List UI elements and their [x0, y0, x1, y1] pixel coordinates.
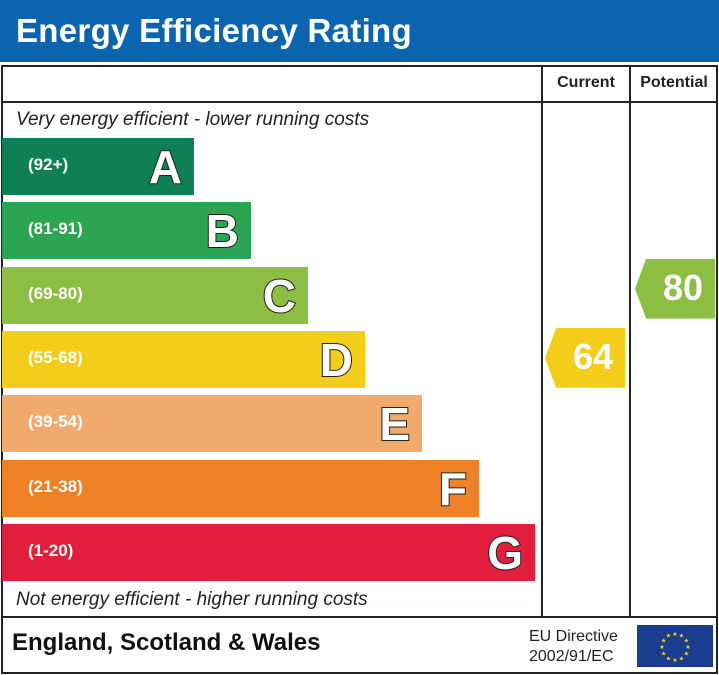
band-letter: A — [148, 140, 183, 194]
divider — [629, 65, 631, 618]
region-label: England, Scotland & Wales — [12, 629, 321, 656]
band-letter: D — [319, 333, 354, 387]
band-e: (39-54) E — [2, 395, 422, 453]
current-rating-value: 64 — [572, 335, 613, 377]
band-letter: F — [438, 462, 468, 516]
column-header-potential: Potential — [640, 74, 708, 91]
band-range: (21-38) — [28, 476, 83, 496]
current-rating-arrow: 64 — [545, 327, 625, 388]
potential-rating-arrow: 80 — [635, 258, 715, 319]
svg-text:★: ★ — [661, 638, 666, 645]
note-efficient: Very energy efficient - lower running co… — [16, 109, 370, 130]
svg-text:★: ★ — [666, 655, 671, 662]
directive-line2: 2002/91/EC — [529, 648, 614, 665]
band-c: (69-80) C — [2, 266, 308, 324]
band-d: (55-68) D — [2, 330, 365, 388]
svg-text:★: ★ — [666, 633, 671, 640]
divider — [1, 101, 718, 103]
svg-text:★: ★ — [661, 651, 666, 658]
column-header-current: Current — [557, 74, 615, 91]
svg-text:★: ★ — [684, 651, 689, 658]
svg-text:★: ★ — [684, 638, 689, 645]
svg-text:★: ★ — [672, 631, 677, 638]
svg-text:★: ★ — [659, 644, 664, 651]
potential-rating-value: 80 — [662, 266, 703, 308]
divider — [1, 616, 718, 618]
divider — [541, 65, 543, 618]
band-letter: C — [262, 269, 297, 323]
band-range: (69-80) — [28, 283, 83, 303]
svg-text:★: ★ — [685, 644, 690, 651]
svg-text:★: ★ — [679, 633, 684, 640]
band-a: (92+) A — [2, 138, 194, 195]
band-letter: B — [205, 204, 240, 258]
band-range: (92+) — [28, 155, 69, 174]
band-letter: E — [378, 397, 411, 451]
band-letter: G — [486, 526, 524, 580]
eu-flag-icon: ★ ★★★★★★★★★★★ — [637, 625, 713, 667]
directive-line1: EU Directive — [529, 628, 618, 645]
svg-text:★: ★ — [672, 657, 677, 664]
band-range: (81-91) — [28, 219, 83, 239]
band-range: (55-68) — [28, 347, 83, 367]
page-title: Energy Efficiency Rating — [0, 0, 719, 62]
band-range: (1-20) — [28, 540, 74, 560]
svg-text:★: ★ — [679, 655, 684, 662]
eu-directive: EU Directive 2002/91/EC — [529, 627, 618, 667]
band-range: (39-54) — [28, 412, 83, 432]
band-f: (21-38) F — [2, 459, 479, 517]
band-g: (1-20) G — [2, 523, 535, 581]
note-inefficient: Not energy efficient - higher running co… — [16, 589, 368, 610]
band-b: (81-91) B — [2, 202, 251, 260]
